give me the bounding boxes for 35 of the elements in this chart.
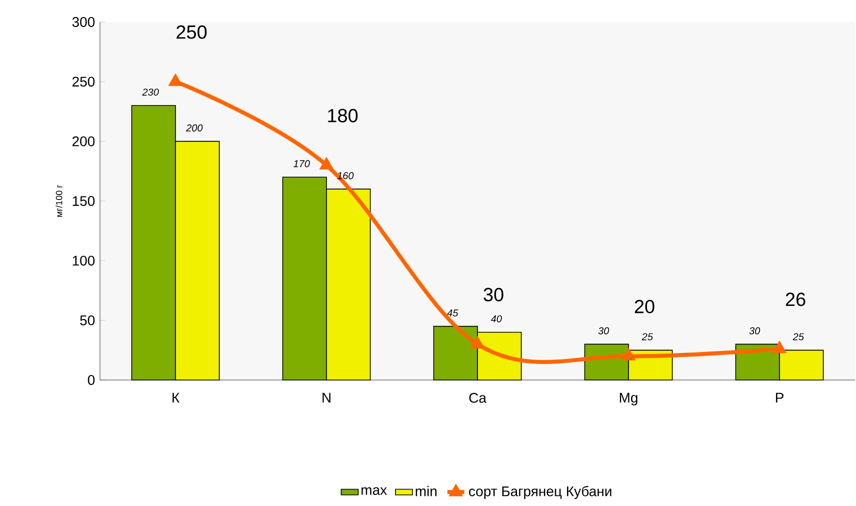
- data-label: 180: [328, 108, 358, 122]
- data-label: 25: [642, 333, 653, 340]
- data-label: 30: [484, 288, 504, 302]
- data-label: 26: [786, 292, 806, 306]
- data-label: 230: [142, 88, 159, 96]
- legend-label: min: [416, 486, 437, 496]
- point: [470, 336, 485, 348]
- data-label: 25: [792, 333, 804, 340]
- legend-label: max: [362, 487, 387, 495]
- y-tick-label: 50: [80, 315, 95, 326]
- y-tick-label: 100: [72, 256, 95, 266]
- data-label: 30: [598, 327, 610, 334]
- y-tick-label: 250: [72, 76, 95, 87]
- point: [168, 73, 183, 86]
- point: [772, 340, 787, 354]
- y-tick-label: 150: [72, 196, 95, 206]
- x-tick-label: К: [172, 392, 180, 402]
- x-tick-label: N: [322, 392, 330, 402]
- y-tick-label: 0: [88, 375, 95, 385]
- x-tick-label: P: [776, 392, 784, 402]
- x-tick-label: Mg: [620, 392, 638, 406]
- legend-label: сорт Багрянец Кубани: [469, 486, 612, 500]
- point: [621, 348, 636, 360]
- data-label: 200: [186, 124, 203, 132]
- data-label: 170: [294, 160, 310, 168]
- data-label: 40: [490, 315, 502, 322]
- y-tick-label: 200: [72, 136, 95, 146]
- data-label: 30: [749, 327, 760, 334]
- data-label: 20: [634, 300, 654, 314]
- y-tick-label: 300: [72, 17, 95, 27]
- y-axis-title: мг/100 г: [56, 184, 62, 217]
- x-tick-label: Ca: [469, 392, 486, 403]
- data-label: 45: [447, 309, 458, 316]
- data-label: 250: [176, 25, 207, 39]
- point: [319, 156, 334, 170]
